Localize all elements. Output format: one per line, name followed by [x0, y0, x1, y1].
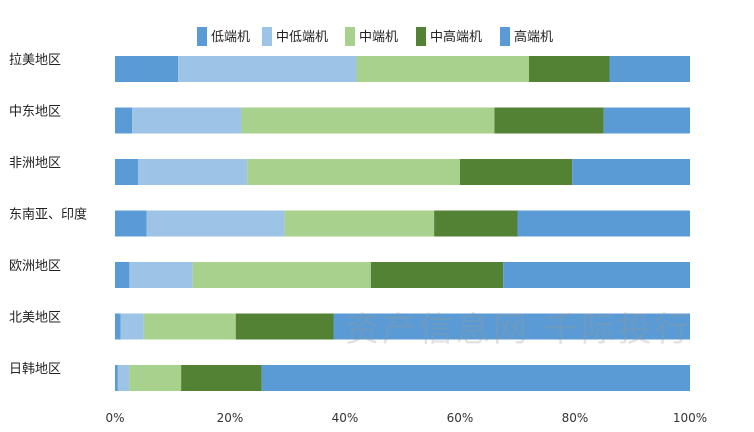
category-label-6: 日韩地区 — [9, 362, 61, 377]
legend-label-2: 中端机 — [359, 30, 398, 45]
bar-1-0 — [115, 107, 133, 134]
bar-2-4 — [572, 159, 691, 185]
chart-legend: 低端机 中低端机 中端机 中高端机 高端机 — [197, 27, 553, 46]
x-tick-label-5: 100% — [673, 411, 707, 425]
category-label-3: 东南亚、印度 — [9, 207, 87, 223]
category-label-1: 中东地区 — [9, 105, 61, 120]
x-tick-label-0: 0% — [105, 411, 124, 425]
legend-label-3: 中高端机 — [430, 29, 482, 45]
x-tick-label-2: 40% — [332, 411, 359, 425]
bar-1-4 — [603, 107, 690, 134]
category-label-2: 非洲地区 — [9, 156, 61, 171]
legend-swatch-0 — [197, 27, 207, 46]
category-label-5: 北美地区 — [9, 311, 61, 326]
bar-6-1 — [117, 365, 130, 391]
bar-3-3 — [434, 210, 518, 237]
legend-swatch-4 — [500, 27, 510, 46]
bar-1-1 — [132, 107, 242, 134]
bar-0-2 — [356, 56, 529, 82]
bar-6-0 — [115, 365, 118, 391]
bar-4-2 — [192, 262, 371, 288]
legend-label-1: 中低端机 — [276, 30, 328, 45]
x-axis-ticks: 0% 20% 40% 60% 80% 100% — [105, 411, 707, 425]
category-label-4: 欧洲地区 — [9, 259, 61, 274]
x-tick-label-3: 60% — [447, 411, 474, 425]
legend-swatch-3 — [416, 27, 426, 46]
category-label-0: 拉美地区 — [9, 53, 61, 68]
bar-5-2 — [143, 313, 236, 340]
bar-6-2 — [129, 365, 182, 391]
bars-group — [115, 56, 691, 391]
bar-5-1 — [120, 313, 144, 340]
legend-swatch-1 — [262, 27, 272, 46]
legend-label-4: 高端机 — [514, 29, 553, 45]
watermark: 资产信息网 千际投行 — [345, 310, 692, 350]
bar-0-3 — [529, 56, 610, 82]
bar-0-0 — [115, 56, 179, 82]
legend-swatch-2 — [345, 27, 355, 46]
bar-3-1 — [146, 210, 285, 237]
bar-5-0 — [115, 313, 121, 340]
bar-2-2 — [247, 159, 460, 185]
bar-0-4 — [609, 56, 690, 82]
legend-label-0: 低端机 — [211, 30, 250, 45]
bar-6-4 — [261, 365, 691, 391]
bar-5-3 — [235, 313, 334, 340]
bar-6-3 — [181, 365, 262, 391]
bar-4-4 — [503, 262, 691, 288]
bar-4-1 — [129, 262, 193, 288]
bar-3-2 — [284, 210, 435, 237]
bar-1-2 — [241, 107, 495, 134]
bar-3-4 — [517, 210, 690, 237]
bar-2-0 — [115, 159, 138, 185]
x-tick-label-4: 80% — [562, 411, 589, 425]
bar-4-3 — [370, 262, 504, 288]
bar-1-3 — [494, 107, 604, 134]
bar-3-0 — [115, 210, 147, 237]
x-tick-label-1: 20% — [217, 411, 244, 425]
bar-2-3 — [460, 159, 573, 185]
bar-4-0 — [115, 262, 130, 288]
bar-2-1 — [138, 159, 248, 185]
bar-5-4 — [333, 313, 690, 340]
bar-0-1 — [178, 56, 357, 82]
